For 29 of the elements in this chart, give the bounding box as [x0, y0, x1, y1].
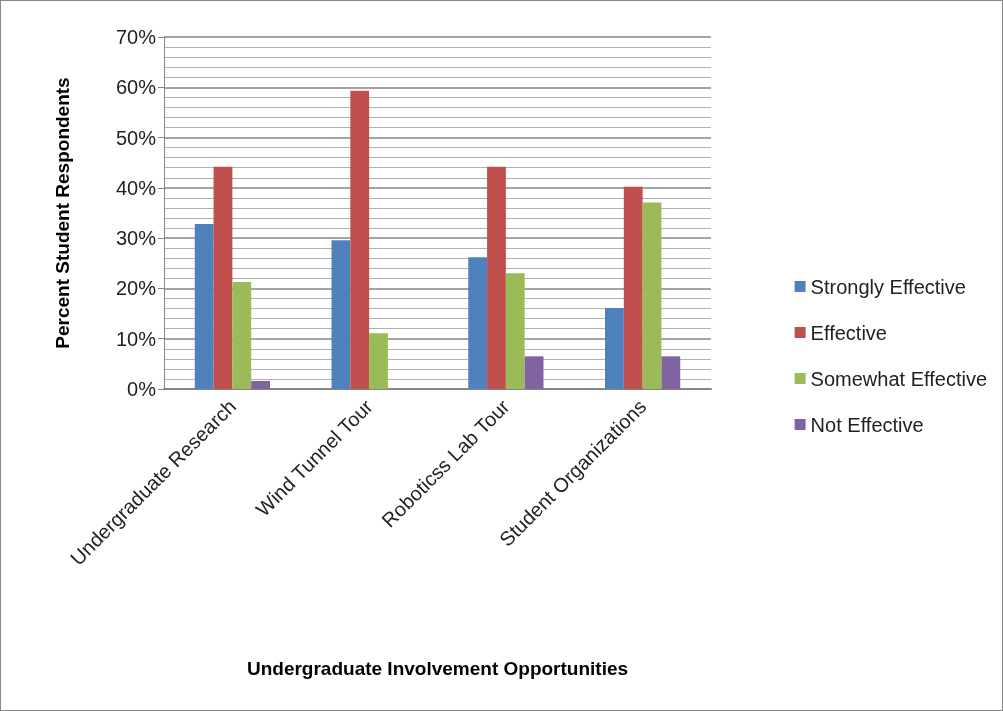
legend-label: Effective — [810, 321, 887, 344]
legend-label: Strongly Effective — [810, 275, 966, 298]
legend-label: Not Effective — [810, 413, 924, 436]
bar — [194, 224, 214, 389]
bar — [505, 273, 525, 389]
bar — [331, 240, 351, 389]
bar — [232, 281, 252, 389]
y-tick-label: 10% — [115, 327, 157, 350]
bar — [213, 166, 233, 389]
bar — [468, 257, 488, 389]
bar — [605, 308, 624, 389]
bar — [524, 356, 544, 389]
bar — [251, 380, 270, 389]
y-tick-label: 0% — [127, 378, 157, 400]
y-axis-title: Percent Student Respondents — [52, 77, 73, 349]
bar — [661, 356, 681, 389]
y-tick-label: 50% — [115, 126, 157, 149]
bar — [642, 202, 662, 389]
y-tick-label: 60% — [115, 76, 157, 99]
bar — [369, 333, 388, 389]
y-tick-label: 40% — [115, 176, 157, 199]
x-axis-title: Undergraduate Involvement Opportunities — [246, 658, 629, 679]
bar — [623, 186, 643, 389]
y-tick-label: 20% — [115, 277, 157, 300]
y-tick-label: 30% — [115, 227, 157, 250]
y-tick-label: 70% — [115, 26, 157, 48]
legend-label: Somewhat Effective — [810, 367, 987, 390]
bar — [487, 166, 506, 389]
bar — [350, 90, 370, 389]
